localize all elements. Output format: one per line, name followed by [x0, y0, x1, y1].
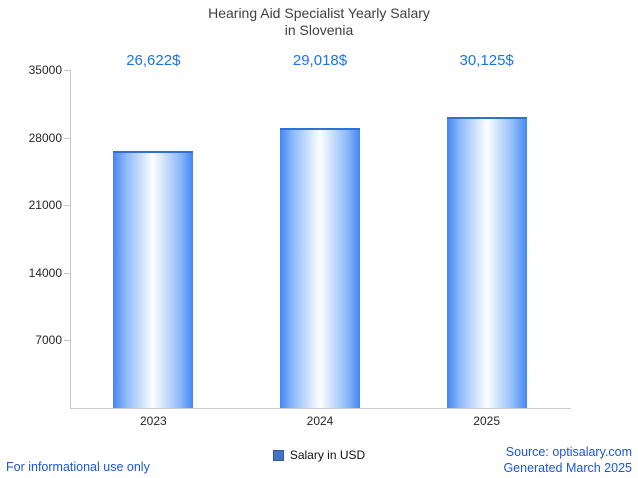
legend-label: Salary in USD — [289, 448, 366, 462]
disclaimer-link[interactable]: For informational use only — [6, 460, 150, 474]
x-tick-label: 2023 — [139, 414, 167, 428]
legend: Salary in USD — [0, 448, 638, 462]
y-tick-mark — [64, 137, 70, 139]
y-tick-label: 14000 — [28, 265, 62, 280]
chart-title-line1: Hearing Aid Specialist Yearly Salary — [208, 5, 430, 21]
y-tick-mark — [64, 272, 70, 274]
source-block: Source: optisalary.com Generated March 2… — [503, 444, 632, 476]
chart-title: Hearing Aid Specialist Yearly Salary in … — [0, 5, 638, 39]
y-tick-mark — [64, 70, 70, 71]
bar-2025 — [446, 117, 527, 408]
source-link[interactable]: Source: optisalary.com — [505, 445, 632, 459]
x-tick-label: 2024 — [306, 414, 334, 428]
y-tick-label: 21000 — [28, 198, 62, 213]
legend-swatch-icon — [272, 449, 284, 461]
bar-2023 — [113, 150, 194, 408]
y-tick-label: 28000 — [28, 130, 62, 145]
plot-area — [70, 70, 571, 409]
bar-2024 — [280, 127, 360, 408]
y-tick-label: 7000 — [35, 333, 62, 348]
chart-title-line2: in Slovenia — [284, 22, 354, 38]
bar-value-label: 29,018$ — [292, 52, 348, 69]
y-tick-label: 35000 — [28, 63, 62, 77]
bar-value-label: 30,125$ — [459, 52, 514, 69]
y-tick-mark — [64, 205, 70, 207]
x-tick-label: 2025 — [473, 414, 500, 428]
generated-text: Generated March 2025 — [503, 461, 632, 475]
y-tick-mark — [64, 340, 70, 342]
bar-value-label: 26,622$ — [126, 52, 181, 69]
